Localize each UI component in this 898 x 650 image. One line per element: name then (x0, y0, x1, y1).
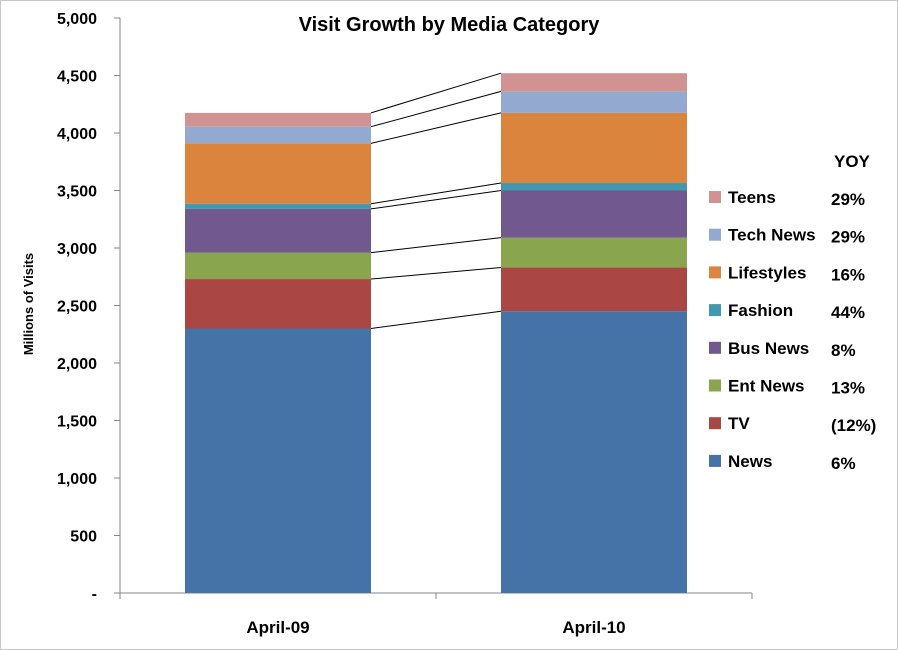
legend-label: Ent News (728, 377, 805, 396)
y-tick-label: 2,000 (57, 356, 97, 373)
x-tick-label: April-10 (562, 618, 625, 637)
bar-news-april-10 (501, 311, 687, 593)
legend-yoy-value: 8% (831, 341, 856, 360)
legend-label: Tech News (728, 226, 816, 245)
chart-title: Visit Growth by Media Category (299, 14, 601, 36)
series-connector-line (370, 237, 502, 254)
bar-bus-news-april-10 (501, 190, 687, 238)
bar-tech-news-april-09 (185, 126, 371, 144)
bar-news-april-09 (185, 328, 371, 593)
y-tick-label: - (92, 586, 97, 603)
legend-swatch (709, 454, 721, 467)
y-tick-label: 4,000 (57, 126, 97, 143)
bar-ent-news-april-10 (501, 237, 687, 268)
legend-label: News (728, 452, 772, 471)
bar-teens-april-09 (185, 112, 371, 127)
y-tick-label: 5,000 (57, 11, 97, 28)
series-connector-line (370, 90, 502, 128)
yoy-header: YOY (834, 152, 871, 171)
bar-bus-news-april-09 (185, 208, 371, 253)
y-axis-label: Millions of Visits (21, 253, 36, 355)
series-connector-line (370, 310, 502, 329)
legend-label: Bus News (728, 339, 809, 358)
legend-label: TV (728, 414, 750, 433)
legend-yoy-value: 44% (831, 303, 865, 322)
series-connector-line (370, 190, 502, 210)
series-connector-line (370, 182, 502, 205)
y-tick-label: 500 (70, 529, 97, 546)
legend-yoy-value: 29% (831, 190, 865, 209)
bar-fashion-april-10 (501, 183, 687, 191)
x-tick-label: April-09 (246, 618, 309, 637)
series-connector-line (370, 267, 502, 280)
bar-lifestyles-april-10 (501, 112, 687, 184)
legend-swatch (709, 266, 721, 279)
legend-label: Lifestyles (728, 263, 806, 282)
plot-area: - 500 1,000 1,500 2,000 2,500 3,000 3,500 4,000 4… (57, 11, 753, 637)
legend-swatch (709, 191, 721, 203)
bar-tv-april-09 (185, 279, 371, 329)
legend: YOY Teens 29% Tech News 29% Lifestyles 16% Fash… (709, 152, 876, 473)
legend-swatch (709, 379, 721, 392)
legend-swatch (709, 228, 721, 241)
legend-swatch (709, 304, 721, 317)
series-connector-line (370, 112, 502, 144)
legend-label: Fashion (728, 301, 793, 320)
legend-swatch (709, 341, 721, 354)
y-tick-label: 3,000 (57, 241, 97, 258)
y-tick-label: 4,500 (57, 69, 97, 86)
bar-fashion-april-09 (185, 203, 371, 209)
legend-yoy-value: (12%) (831, 416, 876, 435)
legend-yoy-value: 13% (831, 379, 865, 398)
bar-tech-news-april-10 (501, 91, 687, 113)
bar-tv-april-10 (501, 267, 687, 312)
legend-yoy-value: 6% (831, 454, 856, 473)
y-tick-label: 2,500 (57, 299, 97, 316)
legend-label: Teens (728, 188, 776, 207)
legend-yoy-value: 29% (831, 228, 865, 247)
legend-swatch (709, 417, 721, 430)
y-tick-label: 3,500 (57, 184, 97, 201)
y-tick-label: 1,000 (57, 471, 97, 488)
series-connector-line (370, 72, 502, 114)
bar-ent-news-april-09 (185, 252, 371, 280)
bar-teens-april-10 (501, 73, 687, 92)
y-tick-label: 1,500 (57, 414, 97, 431)
bar-lifestyles-april-09 (185, 143, 371, 204)
legend-yoy-value: 16% (831, 265, 865, 284)
